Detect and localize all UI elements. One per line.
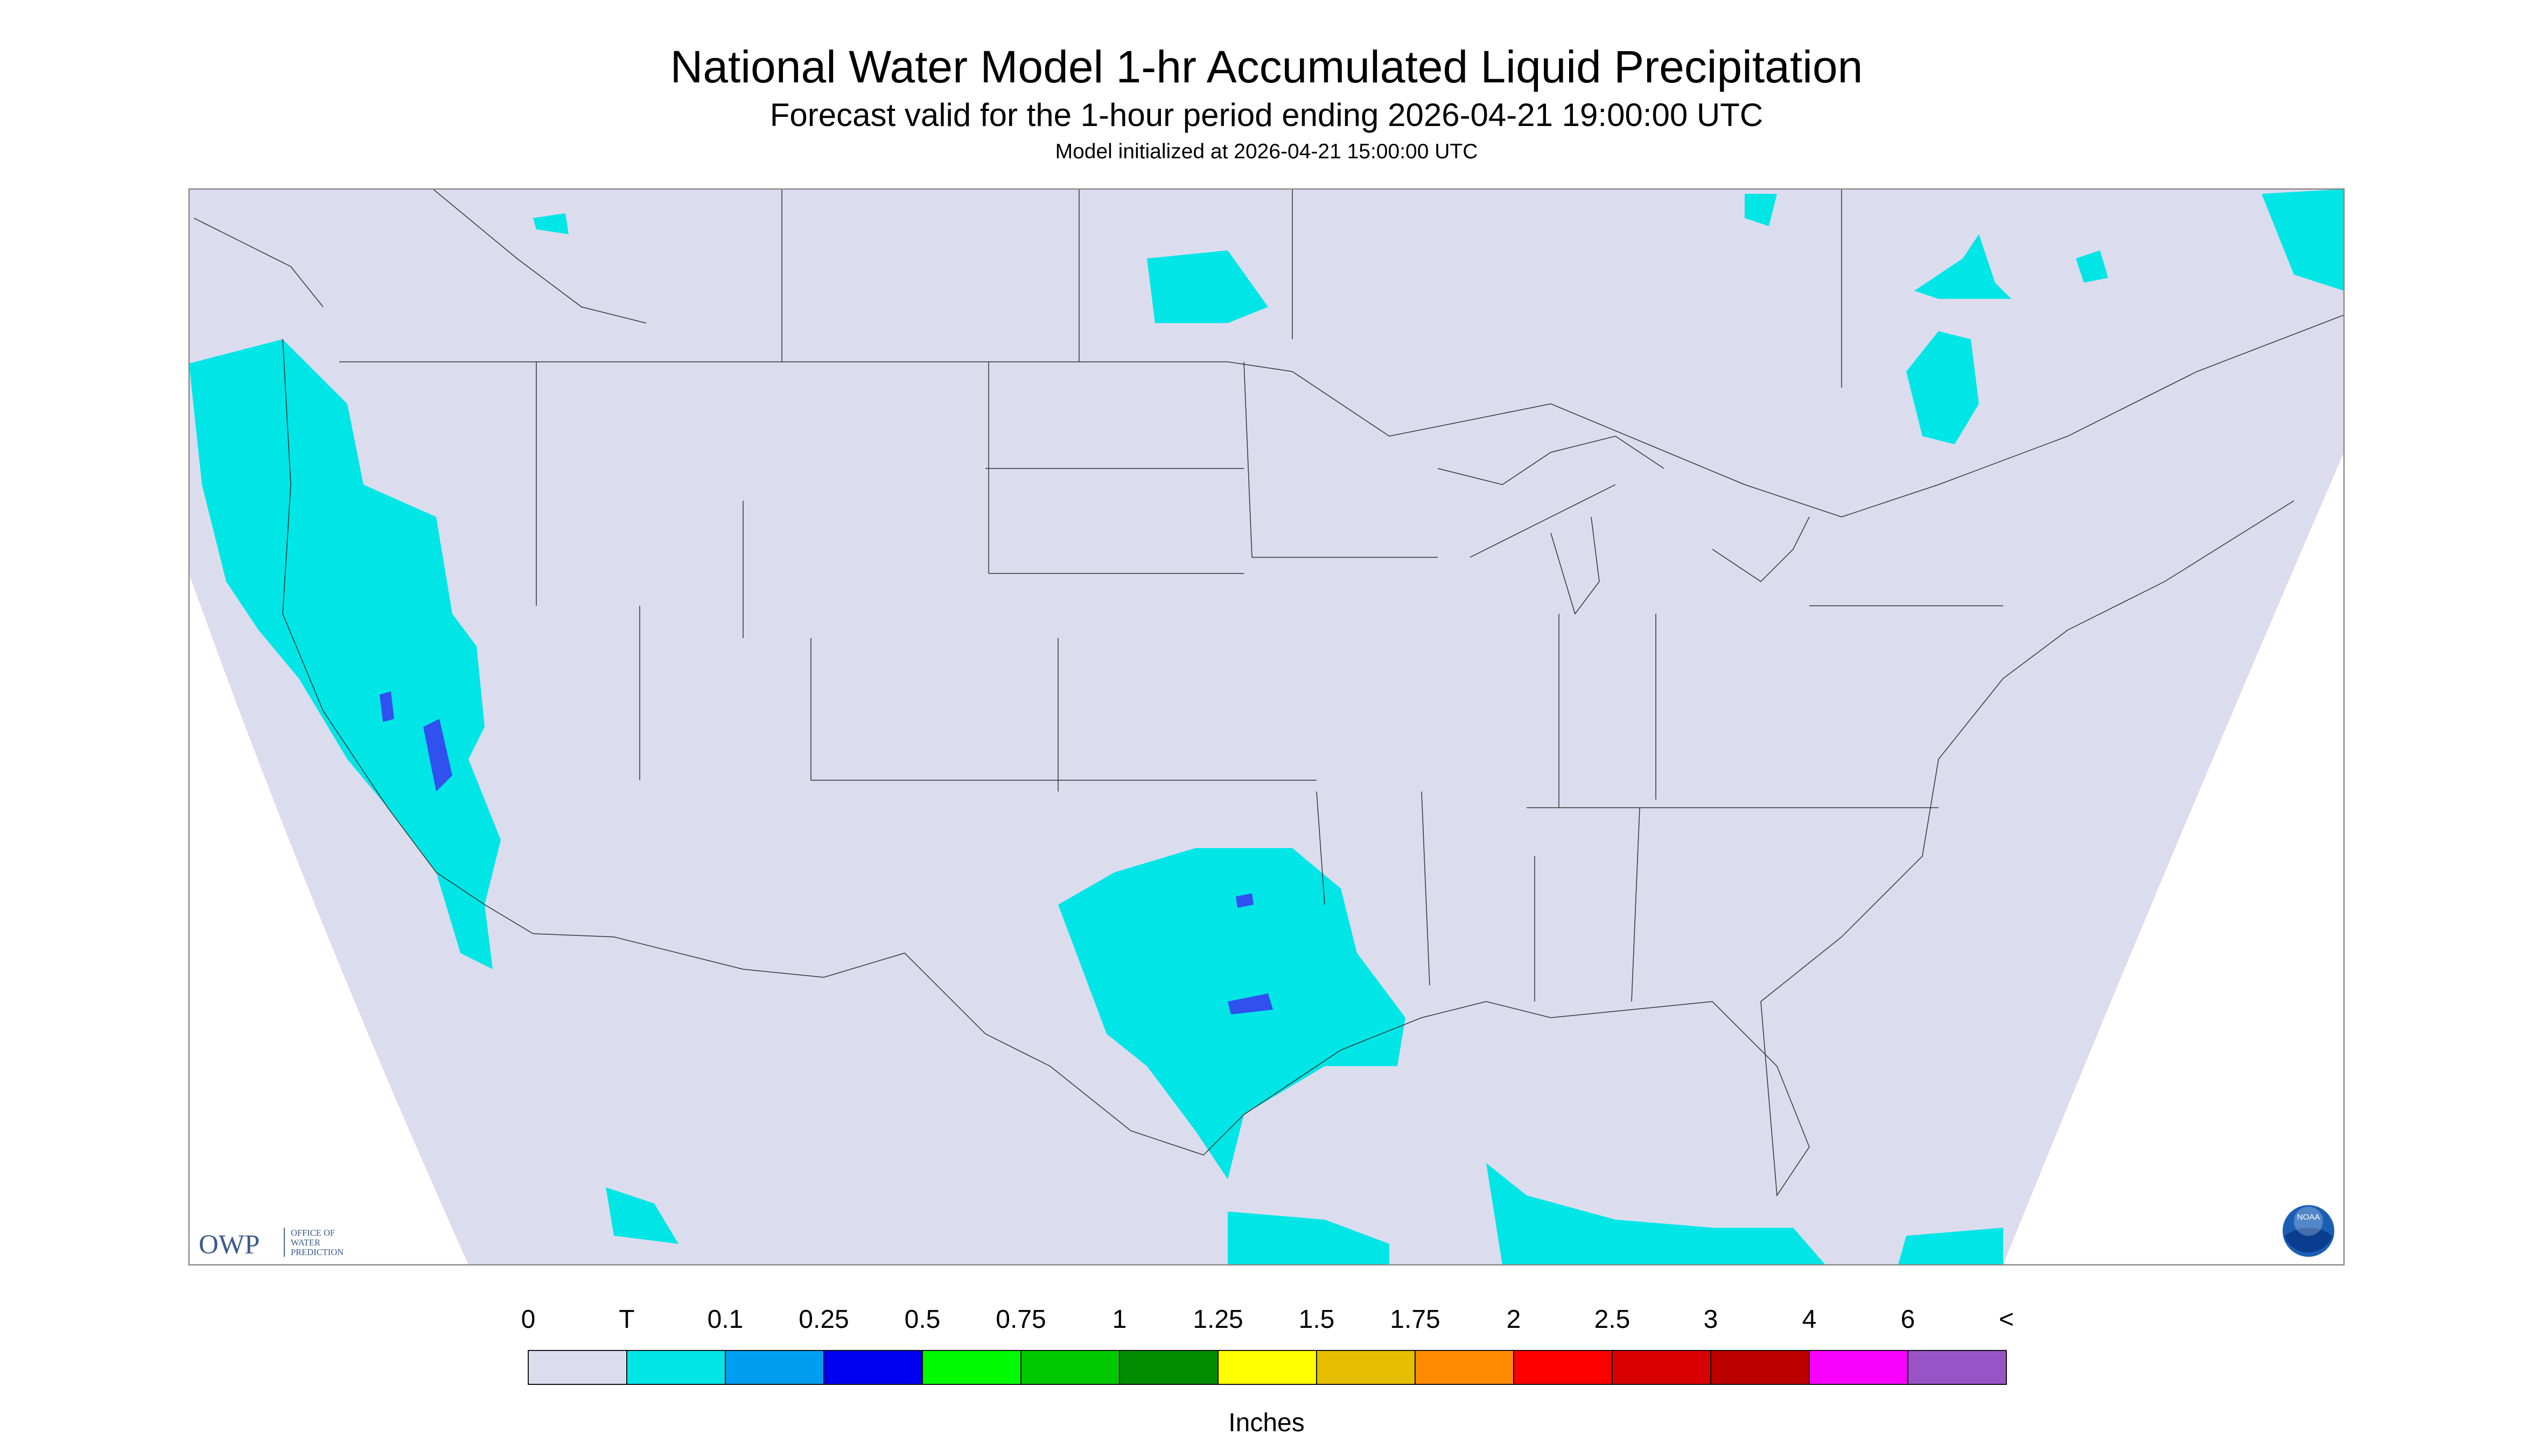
noaa-text: NOAA <box>2297 1213 2320 1222</box>
legend-swatch <box>1217 1350 1317 1385</box>
legend-swatch <box>1020 1350 1120 1385</box>
map <box>188 188 2345 1266</box>
owp-text: WATER <box>291 1237 320 1248</box>
owp-text: PREDICTION <box>291 1247 344 1257</box>
legend-label: T <box>619 1305 634 1334</box>
legend-label: 1 <box>1112 1305 1127 1334</box>
legend-swatch <box>1316 1350 1416 1385</box>
legend-label: 1.25 <box>1193 1305 1243 1334</box>
legend-label: 2.5 <box>1594 1305 1631 1334</box>
owp-mark: OWP <box>199 1230 260 1260</box>
legend-label: 6 <box>1901 1305 1915 1334</box>
legend-swatch <box>1809 1350 1908 1385</box>
owp-text: OFFICE OF <box>291 1228 335 1238</box>
legend-label: < <box>1999 1305 2014 1334</box>
legend-label: 1.5 <box>1299 1305 1335 1334</box>
subtitle: Forecast valid for the 1-hour period end… <box>770 97 1763 133</box>
legend-swatch <box>1907 1350 2007 1385</box>
legend-unit: Inches <box>1228 1409 1304 1437</box>
legend-label: 0 <box>521 1305 536 1334</box>
precip-heavy <box>380 691 1273 1015</box>
legend-label: 4 <box>1802 1305 1817 1334</box>
legend-label: 0.25 <box>799 1305 849 1334</box>
legend: 0 T 0.1 0.25 0.5 0.75 1 1.25 1.5 1.75 2 2.5 3 4 6 < <box>521 1305 2014 1385</box>
legend-label: 1.75 <box>1390 1305 1440 1334</box>
legend-swatch <box>1513 1350 1613 1385</box>
legend-swatch <box>1119 1350 1219 1385</box>
boundaries <box>193 189 2344 1197</box>
init-note: Model initialized at 2026-04-21 15:00:00… <box>1055 140 1478 163</box>
legend-swatch <box>626 1350 726 1385</box>
legend-label: 2 <box>1507 1305 1521 1334</box>
legend-label: 0.5 <box>905 1305 941 1334</box>
legend-swatch <box>922 1350 1021 1385</box>
legend-swatch <box>1612 1350 1711 1385</box>
legend-label: 3 <box>1704 1305 1718 1334</box>
legend-swatch <box>823 1350 923 1385</box>
legend-swatch <box>528 1350 627 1385</box>
legend-label: 0.75 <box>996 1305 1046 1334</box>
owp-logo: OWP OFFICE OF WATER PREDICTION <box>199 1228 344 1260</box>
map-frame <box>188 188 2345 1266</box>
legend-swatch <box>1415 1350 1514 1385</box>
title: National Water Model 1-hr Accumulated Li… <box>670 41 1863 92</box>
legend-label: 0.1 <box>708 1305 744 1334</box>
legend-swatch <box>725 1350 824 1385</box>
model-domain <box>189 189 2344 1265</box>
legend-swatch <box>1710 1350 1810 1385</box>
noaa-logo: NOAA <box>2283 1205 2334 1257</box>
